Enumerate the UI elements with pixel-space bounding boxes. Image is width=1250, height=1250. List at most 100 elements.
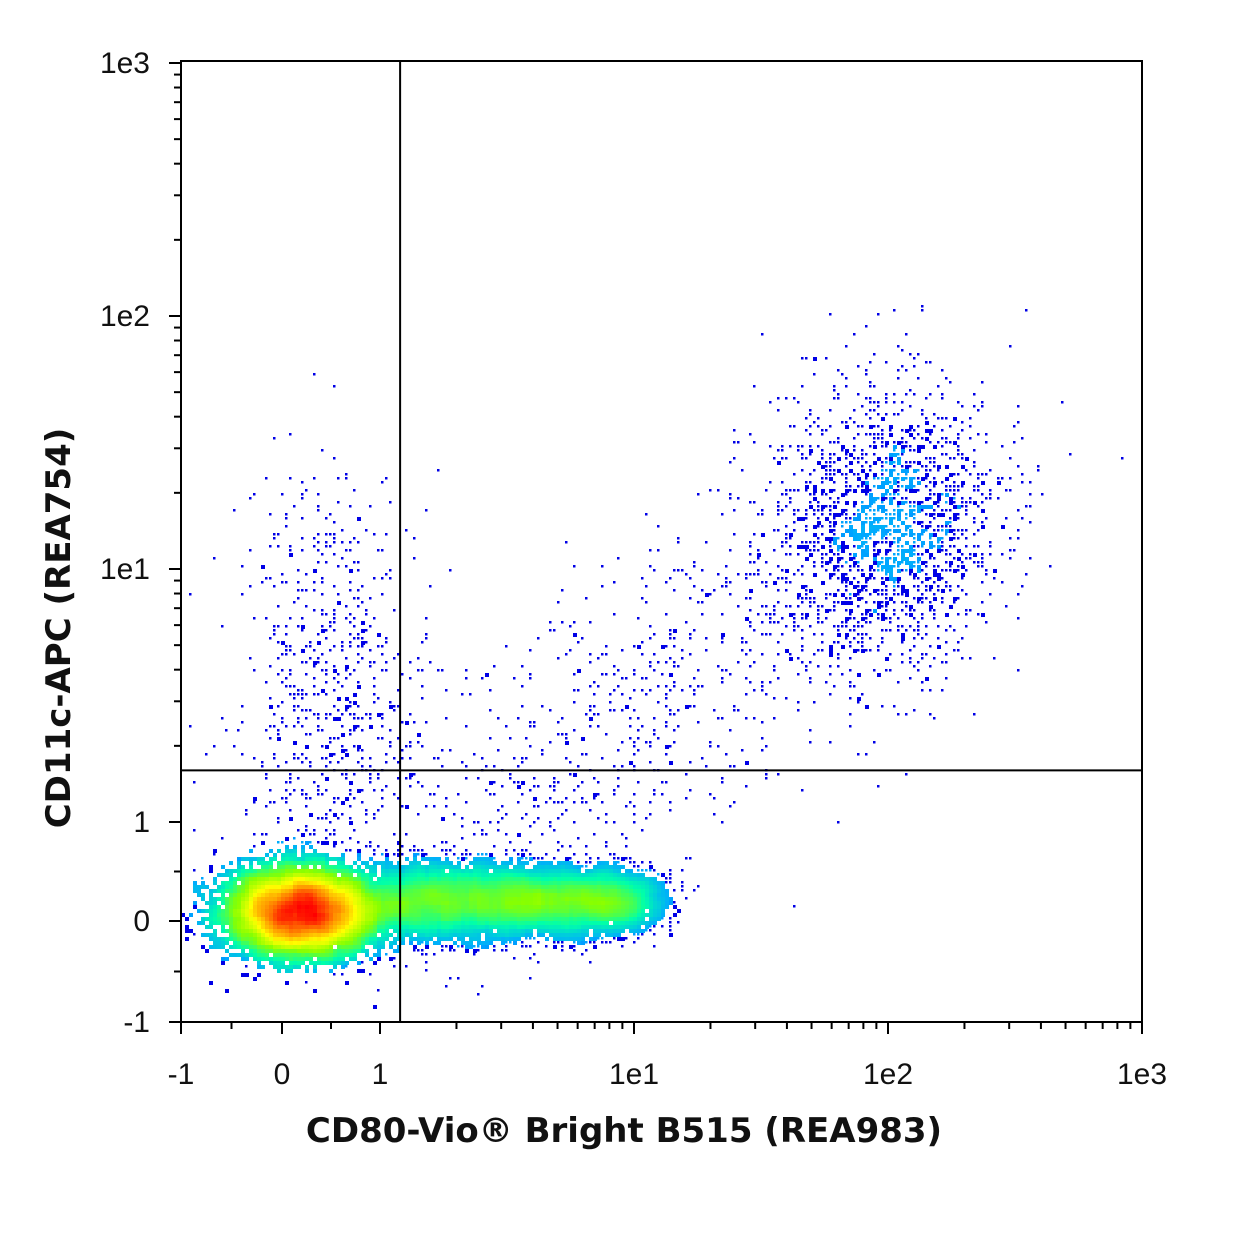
density-dot — [973, 501, 977, 505]
density-dot — [361, 949, 365, 953]
density-dot — [969, 609, 972, 612]
density-dot — [933, 533, 937, 537]
density-dot — [873, 549, 876, 552]
density-dot — [589, 909, 593, 913]
density-dot — [633, 925, 637, 929]
density-dot — [269, 885, 273, 889]
density-dot — [545, 913, 549, 917]
density-dot — [341, 889, 345, 893]
density-dot — [921, 689, 924, 692]
density-dot — [625, 917, 629, 921]
density-dot — [525, 881, 529, 885]
density-dot — [857, 461, 860, 464]
density-dot — [485, 929, 489, 933]
density-dot — [609, 885, 613, 889]
density-dot — [925, 505, 929, 509]
density-dot — [941, 417, 944, 420]
density-dot — [637, 617, 640, 620]
density-dot — [273, 965, 277, 969]
density-dot — [553, 893, 557, 897]
density-dot — [829, 461, 832, 464]
density-dot — [929, 689, 932, 692]
density-dot — [573, 941, 576, 944]
density-dot — [289, 953, 293, 957]
density-dot — [621, 901, 625, 905]
density-dot — [437, 873, 441, 877]
density-dot — [485, 885, 489, 889]
density-dot — [597, 889, 601, 893]
density-dot — [565, 797, 568, 800]
density-dot — [905, 525, 909, 529]
density-dot — [313, 857, 317, 861]
density-dot — [801, 541, 804, 544]
density-dot — [429, 861, 433, 865]
density-dot — [513, 893, 517, 897]
density-dot — [341, 973, 344, 976]
density-dot — [785, 581, 788, 584]
density-dot — [241, 933, 245, 937]
density-dot — [281, 897, 285, 901]
density-dot — [441, 817, 445, 821]
density-dot — [913, 513, 916, 516]
density-dot — [633, 765, 636, 768]
density-dot — [913, 489, 917, 493]
density-dot — [441, 905, 445, 909]
density-dot — [1017, 405, 1020, 408]
density-dot — [941, 529, 944, 532]
density-dot — [889, 549, 892, 552]
density-dot — [905, 333, 908, 336]
density-dot — [889, 557, 892, 560]
density-dot — [801, 385, 804, 388]
density-dot — [481, 917, 485, 921]
density-dot — [865, 601, 868, 604]
density-dot — [325, 925, 329, 929]
density-dot — [841, 521, 844, 524]
density-dot — [857, 365, 860, 368]
density-dot — [625, 925, 629, 929]
density-dot — [601, 889, 605, 893]
density-dot — [293, 861, 297, 865]
density-dot — [477, 853, 480, 856]
density-dot — [309, 941, 313, 945]
density-dot — [413, 861, 417, 865]
density-dot — [889, 629, 892, 632]
density-dot — [377, 925, 381, 929]
density-dot — [577, 669, 581, 673]
density-dot — [269, 909, 273, 913]
density-dot — [669, 881, 672, 884]
density-dot — [845, 581, 848, 584]
density-dot — [805, 669, 808, 672]
density-dot — [913, 461, 916, 464]
density-dot — [305, 489, 308, 492]
density-dot — [585, 909, 589, 913]
density-dot — [385, 865, 389, 869]
density-dot — [673, 569, 676, 572]
density-dot — [937, 493, 941, 497]
density-dot — [421, 885, 425, 889]
density-dot — [473, 861, 477, 865]
density-dot — [881, 445, 884, 448]
density-dot — [313, 965, 317, 969]
density-dot — [577, 901, 581, 905]
density-dot — [489, 893, 493, 897]
density-dot — [337, 885, 341, 889]
density-dot — [609, 909, 613, 913]
density-dot — [333, 829, 336, 832]
density-dot — [313, 877, 317, 881]
density-dot — [333, 873, 337, 877]
density-dot — [541, 925, 545, 929]
density-dot — [901, 477, 905, 481]
density-dot — [241, 881, 245, 885]
density-dot — [525, 857, 528, 860]
density-dot — [865, 513, 868, 516]
density-dot — [537, 941, 540, 944]
density-dot — [961, 465, 965, 469]
density-dot — [473, 893, 477, 897]
density-dot — [601, 937, 604, 940]
density-dot — [237, 885, 241, 889]
density-dot — [613, 889, 617, 893]
density-dot — [321, 873, 325, 877]
density-dot — [829, 313, 832, 316]
density-dot — [337, 861, 341, 865]
density-dot — [385, 753, 388, 756]
